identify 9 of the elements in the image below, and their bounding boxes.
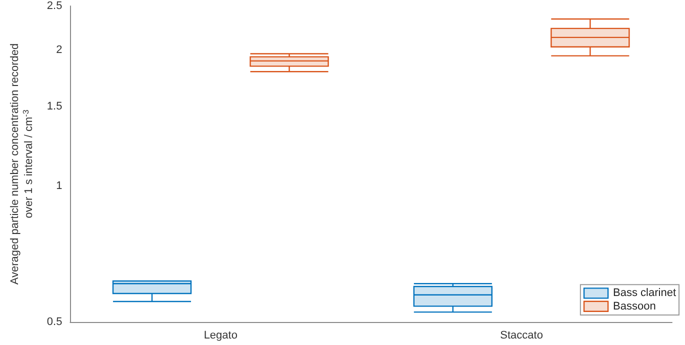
- y-tick-label: 1.5: [46, 100, 62, 112]
- legend-label: Bassoon: [613, 300, 656, 312]
- y-tick-label: 2: [56, 44, 62, 56]
- y-tick-label: 0.5: [46, 316, 62, 328]
- x-tick-label: Staccato: [500, 330, 543, 342]
- legend-label: Bass clarinet: [613, 287, 676, 300]
- y-tick-label: 1: [56, 180, 62, 192]
- y-tick-label: 2.5: [46, 0, 62, 12]
- x-tick-label: Legato: [204, 330, 238, 342]
